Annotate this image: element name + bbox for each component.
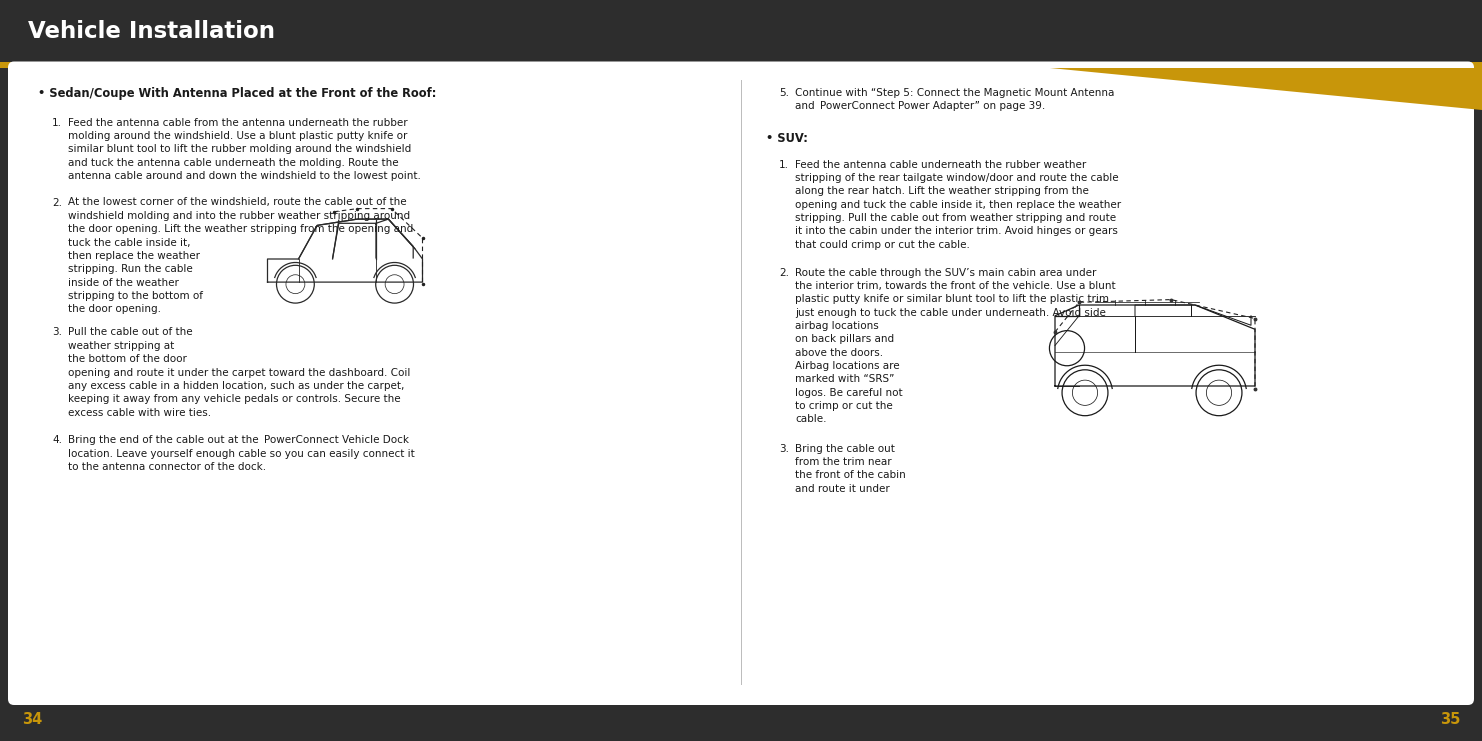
Text: Feed the antenna cable from the antenna underneath the rubber
molding around the: Feed the antenna cable from the antenna … [68,118,421,181]
Text: Bring the end of the cable out at the  PowerConnect Vehicle Dock
location. Leave: Bring the end of the cable out at the Po… [68,436,415,472]
Text: 1.: 1. [52,118,62,127]
Text: 5.: 5. [780,87,788,98]
Bar [0,62,1482,67]
Text: 2.: 2. [52,198,62,207]
Text: Feed the antenna cable underneath the rubber weather
stripping of the rear tailg: Feed the antenna cable underneath the ru… [794,159,1120,250]
Bar [0,0,1482,62]
Text: 3.: 3. [780,444,788,453]
FancyBboxPatch shape [7,62,1475,705]
Text: Bring the cable out
from the trim near
the front of the cabin
and route it under: Bring the cable out from the trim near t… [794,444,906,494]
Text: Route the cable through the SUV’s main cabin area under
the interior trim, towar: Route the cable through the SUV’s main c… [794,268,1116,425]
Text: 1.: 1. [780,159,788,170]
Text: 3.: 3. [52,328,62,337]
Text: Vehicle Installation: Vehicle Installation [28,19,276,42]
Text: 4.: 4. [52,436,62,445]
Text: Pull the cable out of the
weather stripping at
the bottom of the door
opening an: Pull the cable out of the weather stripp… [68,328,411,418]
Bar [0,699,1482,741]
Text: • Sedan/Coupe With Antenna Placed at the Front of the Roof:: • Sedan/Coupe With Antenna Placed at the… [39,87,436,101]
Text: 2.: 2. [780,268,788,277]
Text: At the lowest corner of the windshield, route the cable out of the
windshield mo: At the lowest corner of the windshield, … [68,198,413,314]
Text: • SUV:: • SUV: [766,131,808,144]
Polygon shape [1051,67,1482,110]
Text: 34: 34 [22,713,43,728]
Text: 35: 35 [1439,713,1460,728]
Text: Continue with “Step 5: Connect the Magnetic Mount Antenna
and  PowerConnect Powe: Continue with “Step 5: Connect the Magne… [794,87,1114,111]
